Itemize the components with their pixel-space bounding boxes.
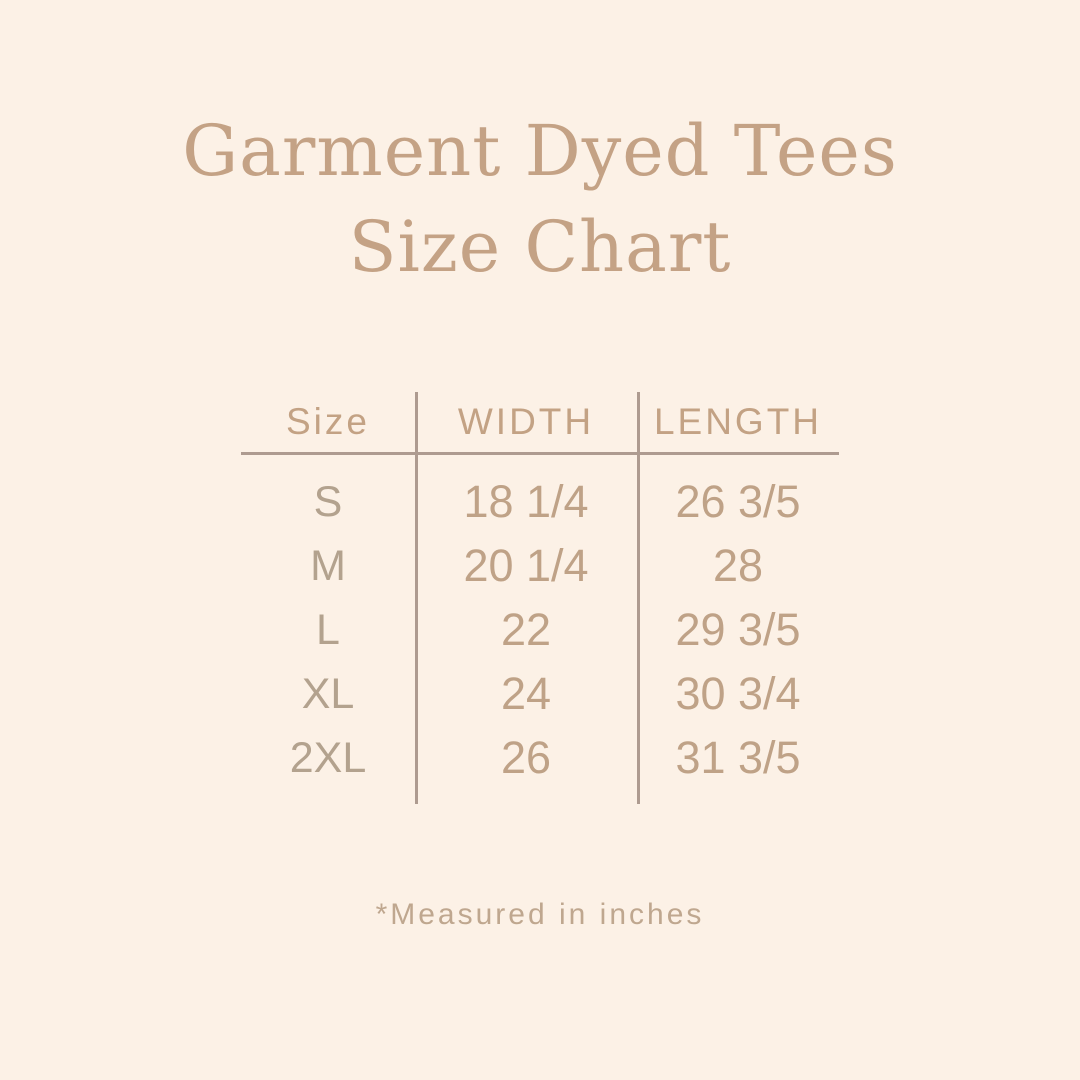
width-cell: 24 (500, 668, 552, 719)
page-title: Garment Dyed Tees Size Chart (0, 104, 1080, 296)
page-title-line1: Garment Dyed Tees (182, 110, 898, 192)
column-header-width: WIDTH (457, 401, 595, 442)
column-header-size: Size (286, 401, 370, 442)
size-cell: 2XL (289, 733, 367, 782)
column-header-length: LENGTH (653, 401, 823, 442)
length-cell: 29 3/5 (675, 604, 801, 655)
page-title-line2: Size Chart (348, 205, 732, 288)
measurement-note: *Measured in inches (375, 898, 705, 931)
length-cell: 31 3/5 (675, 732, 801, 783)
column-divider-size-width (415, 392, 418, 804)
length-cell: 26 3/5 (675, 476, 801, 527)
header-underline (241, 452, 839, 455)
size-cell: XL (301, 669, 355, 718)
size-cell: M (310, 541, 346, 590)
size-cell: L (316, 605, 340, 654)
table-header-row: Size WIDTH LENGTH (241, 392, 839, 452)
column-divider-width-length (637, 392, 640, 804)
length-cell: 28 (712, 540, 764, 591)
table-body: S 18 1/4 26 3/5 M 20 1/4 28 L 22 29 3/5 … (241, 455, 839, 790)
width-cell: 18 1/4 (463, 476, 589, 527)
width-cell: 20 1/4 (463, 540, 589, 591)
width-cell: 26 (500, 732, 552, 783)
size-cell: S (313, 477, 343, 526)
length-cell: 30 3/4 (675, 668, 801, 719)
size-chart-table: Size WIDTH LENGTH S 18 1/4 26 3/5 M 20 1… (241, 392, 839, 804)
width-cell: 22 (500, 604, 552, 655)
